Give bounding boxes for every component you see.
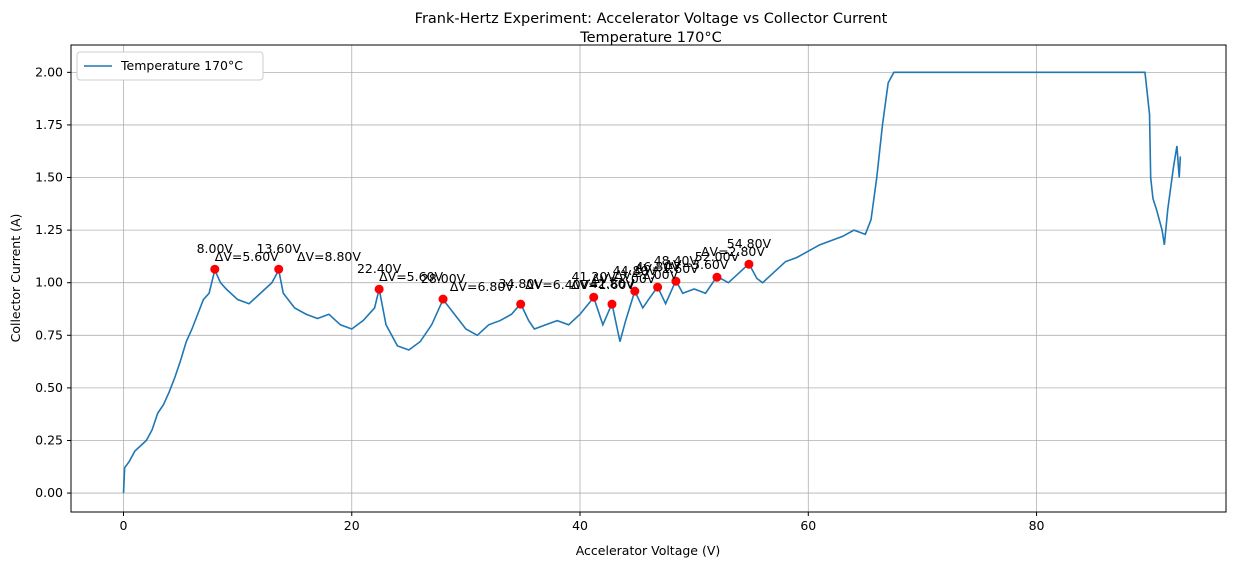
delta-label: ΔV=2.00V	[591, 271, 655, 286]
y-tick-label: 0.75	[35, 327, 63, 342]
x-tick-label: 60	[800, 518, 816, 533]
x-tick-label: 20	[344, 518, 360, 533]
legend-box	[76, 51, 264, 81]
peak-marker	[374, 284, 384, 294]
delta-label: ΔV=1.60V	[635, 261, 699, 276]
chart-subtitle: Temperature 170°C	[579, 30, 722, 46]
peak-label: 52.00V	[695, 249, 740, 264]
delta-label: ΔV=6.40V	[525, 277, 589, 292]
delta-label: ΔV=6.80V	[450, 279, 514, 294]
x-tick-label: 40	[572, 518, 588, 533]
peak-marker	[653, 282, 663, 292]
peak-marker	[744, 259, 754, 269]
delta-label: ΔV=8.80V	[297, 249, 361, 264]
peak-marker	[210, 264, 220, 274]
y-tick-label: 1.00	[35, 275, 63, 290]
x-axis-label: Accelerator Voltage (V)	[576, 543, 721, 558]
peak-marker	[630, 286, 640, 296]
y-tick-label: 0.25	[35, 432, 63, 447]
y-tick-label: 1.25	[35, 222, 63, 237]
y-tick-label: 1.50	[35, 170, 63, 185]
delta-label: ΔV=1.60V	[571, 277, 635, 292]
delta-label: ΔV=3.60V	[664, 257, 728, 272]
y-tick-label: 2.00	[35, 64, 63, 79]
peak-label: 48.40V	[654, 253, 699, 268]
peak-marker	[712, 272, 722, 282]
delta-label: ΔV=5.60V	[379, 269, 443, 284]
peak-label: 41.20V	[572, 269, 617, 284]
y-tick-label: 1.75	[35, 117, 63, 132]
peak-marker	[438, 294, 448, 304]
peak-label: 13.60V	[257, 241, 302, 256]
peak-label: 34.80V	[499, 276, 544, 291]
peak-label: 28.00V	[421, 271, 466, 286]
x-tick-label: 80	[1029, 518, 1045, 533]
plot-frame	[70, 44, 1227, 513]
peak-label: 54.80V	[727, 236, 772, 251]
peak-label: 44.80V	[613, 263, 658, 278]
peak-marker	[589, 292, 599, 302]
peak-marker	[607, 299, 617, 309]
legend-label: Temperature 170°C	[120, 58, 243, 73]
y-axis-label: Collector Current (A)	[8, 214, 23, 343]
peak-marker	[516, 299, 526, 309]
delta-label: ΔV=5.60V	[215, 249, 279, 264]
delta-label: ΔV=2.00V	[614, 267, 678, 282]
peak-label: 8.00V	[197, 241, 234, 256]
y-tick-label: 0.50	[35, 380, 63, 395]
peak-label: 46.80V	[635, 259, 680, 274]
y-tick-label: 0.00	[35, 485, 63, 500]
chart-title: Frank-Hertz Experiment: Accelerator Volt…	[415, 11, 888, 27]
delta-label: ΔV=2.80V	[701, 244, 765, 259]
x-tick-label: 0	[120, 518, 128, 533]
peak-label: 22.40V	[357, 261, 402, 276]
peak-marker	[671, 276, 681, 286]
peak-marker	[274, 264, 284, 274]
peak-label: 42.80V	[590, 276, 635, 291]
line-series	[122, 71, 1182, 494]
